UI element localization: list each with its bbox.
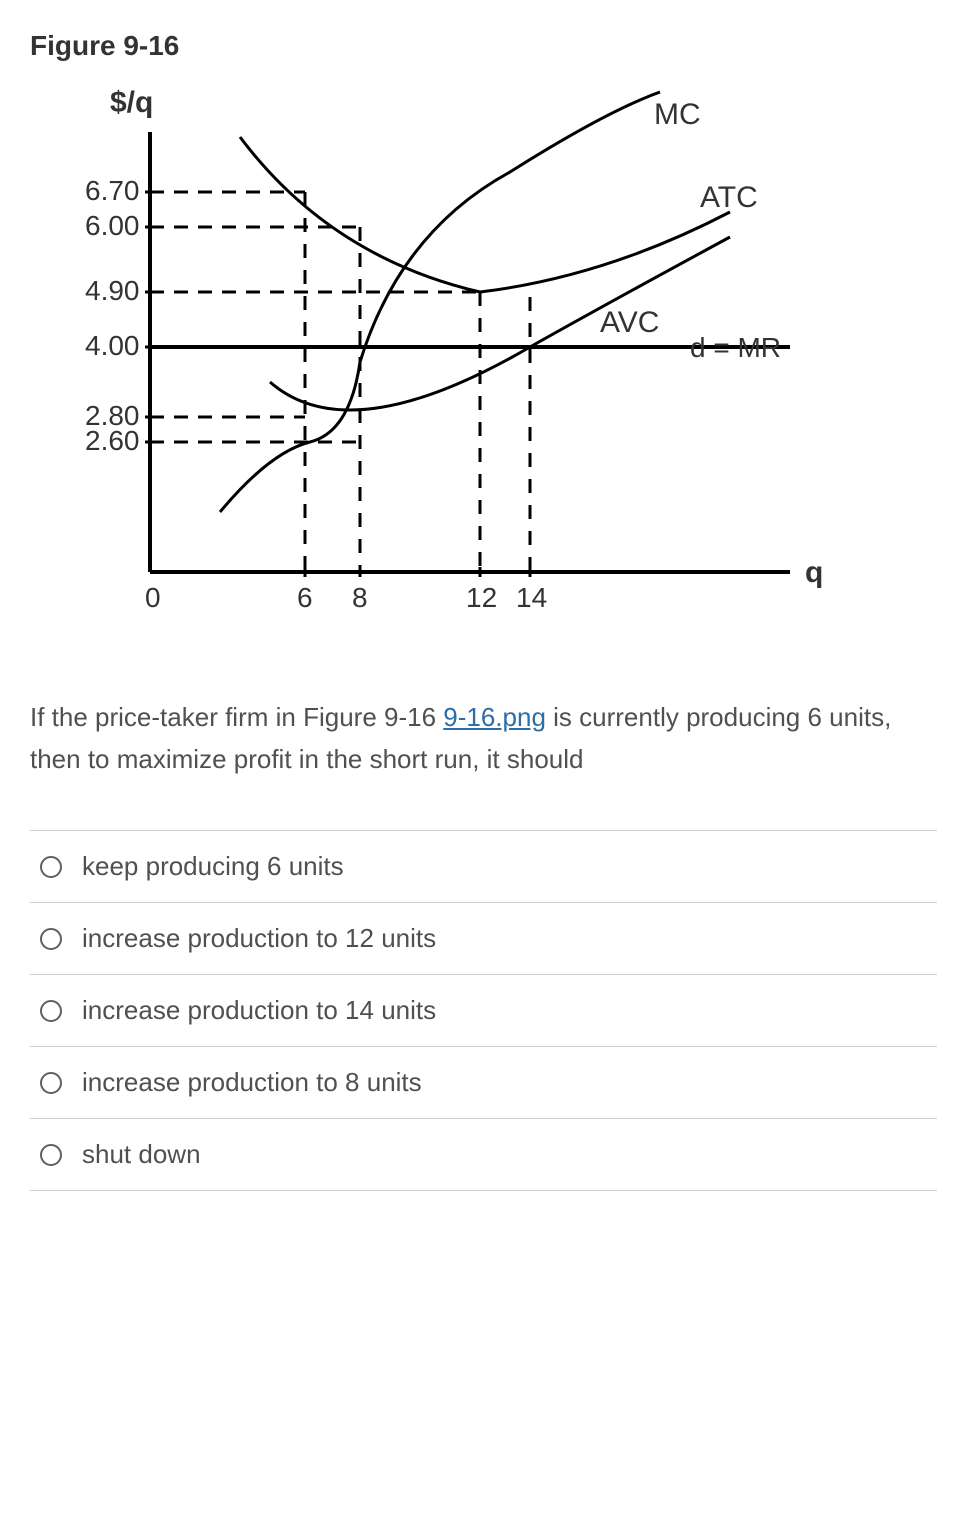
mc-curve [220,92,660,512]
d-mr-label: d = MR [690,332,781,363]
mc-label: MC [654,98,701,131]
origin-label: 0 [145,582,161,613]
option-label: increase production to 8 units [82,1067,422,1098]
cost-curves-chart: $/q 6.70 6.00 4.90 4.00 2.80 2.60 0 6 8 … [50,82,937,657]
figure-title: Figure 9-16 [30,30,937,62]
radio-icon[interactable] [40,1000,62,1022]
option-label: keep producing 6 units [82,851,344,882]
option-row[interactable]: keep producing 6 units [30,831,937,903]
atc-curve [240,137,730,292]
y-tick-label: 6.70 [85,175,140,206]
avc-curve [270,237,730,410]
figure-link[interactable]: 9-16.png [443,702,546,732]
x-tick-label: 8 [352,582,368,613]
x-tick-label: 12 [466,582,497,613]
y-tick-label: 2.60 [85,425,140,456]
answer-options: keep producing 6 units increase producti… [30,830,937,1191]
y-axis-label: $/q [110,86,153,119]
question-prefix: If the price-taker firm in Figure 9-16 [30,702,443,732]
option-row[interactable]: increase production to 12 units [30,903,937,975]
question-text: If the price-taker firm in Figure 9-16 9… [30,697,937,780]
x-tick-label: 6 [297,582,313,613]
option-label: shut down [82,1139,201,1170]
radio-icon[interactable] [40,1072,62,1094]
y-tick-label: 4.00 [85,330,140,361]
y-tick-label: 4.90 [85,275,140,306]
radio-icon[interactable] [40,1144,62,1166]
x-axis-label: q [805,556,823,589]
option-row[interactable]: increase production to 14 units [30,975,937,1047]
atc-label: ATC [700,181,758,214]
option-row[interactable]: shut down [30,1119,937,1191]
radio-icon[interactable] [40,928,62,950]
option-label: increase production to 14 units [82,995,436,1026]
x-tick-label: 14 [516,582,547,613]
radio-icon[interactable] [40,856,62,878]
y-tick-label: 6.00 [85,210,140,241]
option-label: increase production to 12 units [82,923,436,954]
avc-label: AVC [600,306,659,339]
option-row[interactable]: increase production to 8 units [30,1047,937,1119]
